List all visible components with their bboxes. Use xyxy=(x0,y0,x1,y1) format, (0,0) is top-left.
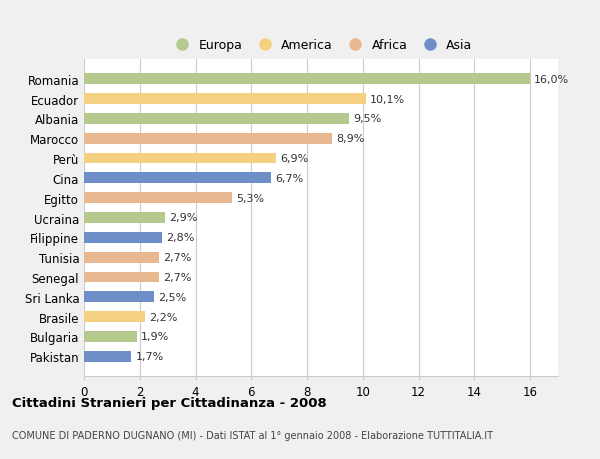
Bar xyxy=(84,193,232,204)
Text: 2,8%: 2,8% xyxy=(166,233,194,243)
Bar xyxy=(84,252,159,263)
Text: 6,9%: 6,9% xyxy=(281,154,309,164)
Bar xyxy=(84,173,271,184)
Text: Cittadini Stranieri per Cittadinanza - 2008: Cittadini Stranieri per Cittadinanza - 2… xyxy=(12,396,327,409)
Bar xyxy=(84,351,131,362)
Text: 6,7%: 6,7% xyxy=(275,174,303,184)
Bar xyxy=(84,232,162,243)
Bar xyxy=(84,331,137,342)
Text: COMUNE DI PADERNO DUGNANO (MI) - Dati ISTAT al 1° gennaio 2008 - Elaborazione TU: COMUNE DI PADERNO DUGNANO (MI) - Dati IS… xyxy=(12,431,493,440)
Bar xyxy=(84,94,365,105)
Bar xyxy=(84,134,332,144)
Bar xyxy=(84,74,530,85)
Text: 1,9%: 1,9% xyxy=(141,332,169,342)
Text: 1,7%: 1,7% xyxy=(136,352,164,362)
Bar xyxy=(84,114,349,124)
Bar xyxy=(84,153,277,164)
Text: 2,2%: 2,2% xyxy=(149,312,178,322)
Text: 10,1%: 10,1% xyxy=(370,94,405,104)
Text: 2,7%: 2,7% xyxy=(163,272,192,282)
Bar xyxy=(84,312,145,322)
Text: 2,9%: 2,9% xyxy=(169,213,197,223)
Text: 5,3%: 5,3% xyxy=(236,193,264,203)
Text: 16,0%: 16,0% xyxy=(534,74,569,84)
Text: 8,9%: 8,9% xyxy=(337,134,365,144)
Text: 2,5%: 2,5% xyxy=(158,292,186,302)
Bar xyxy=(84,213,165,224)
Bar xyxy=(84,272,159,283)
Text: 9,5%: 9,5% xyxy=(353,114,382,124)
Text: 2,7%: 2,7% xyxy=(163,252,192,263)
Legend: Europa, America, Africa, Asia: Europa, America, Africa, Asia xyxy=(164,34,478,57)
Bar xyxy=(84,292,154,302)
